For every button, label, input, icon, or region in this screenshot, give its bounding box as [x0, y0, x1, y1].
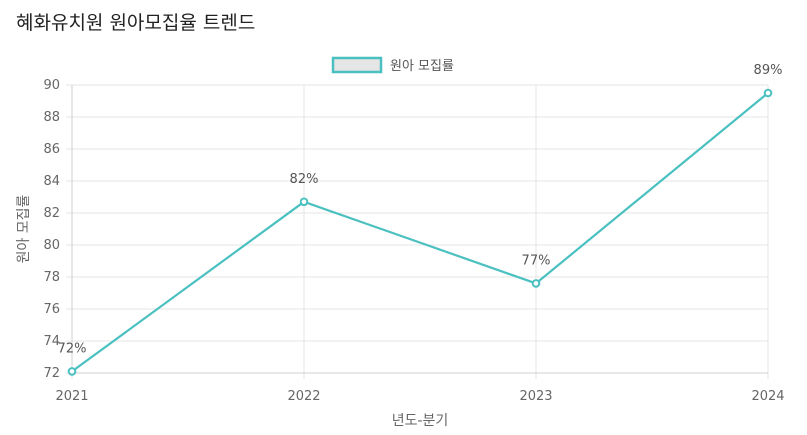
page-title: 혜화유치원 원아모집율 트렌드: [16, 12, 256, 34]
legend-label[interactable]: 원아 모집률: [390, 59, 454, 74]
x-tick-label: 2022: [287, 389, 320, 404]
chart-axes: 72 74 76 78 80 82 84 86 88 90 2021 2022 2023 2024: [43, 78, 784, 404]
data-label: 89%: [754, 63, 783, 78]
data-label: 82%: [290, 172, 319, 187]
y-axis-title: 원아 모집률: [16, 194, 32, 263]
y-tick-label: 74: [43, 334, 60, 349]
chart-grid: [66, 84, 769, 379]
data-point[interactable]: [763, 88, 773, 98]
legend-swatch[interactable]: [331, 56, 383, 74]
x-tick-label: 2024: [751, 389, 784, 404]
data-labels-group: 72% 82% 77% 89%: [58, 63, 783, 356]
data-point[interactable]: [299, 197, 309, 207]
data-point[interactable]: [531, 279, 541, 288]
chart-legend[interactable]: 원아 모집률: [331, 56, 454, 74]
y-tick-label: 78: [43, 270, 60, 285]
y-tick-label: 82: [43, 206, 60, 221]
series-line: [71, 92, 769, 373]
y-tick-label: 86: [43, 142, 60, 157]
y-tick-label: 76: [43, 302, 60, 317]
data-label: 72%: [58, 341, 87, 356]
data-point[interactable]: [67, 367, 77, 376]
x-axis-title: 년도-분기: [392, 413, 449, 429]
series-group: [67, 88, 773, 376]
y-tick-label: 72: [43, 366, 60, 381]
y-tick-label: 90: [43, 78, 60, 93]
y-tick-label: 80: [43, 238, 60, 253]
y-tick-label: 84: [43, 174, 60, 189]
y-tick-label: 88: [43, 110, 60, 125]
data-label: 77%: [522, 253, 551, 268]
x-tick-label: 2023: [519, 389, 552, 404]
x-tick-label: 2021: [55, 389, 88, 404]
